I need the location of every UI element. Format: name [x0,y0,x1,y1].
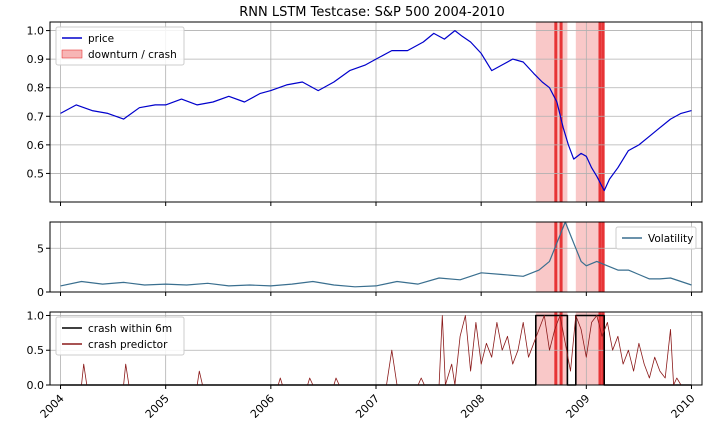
legend-label: crash within 6m [88,323,172,335]
crash-marker [559,22,563,202]
crash-marker [554,22,558,202]
y-tick-label: 0 [37,286,44,299]
crash-marker [559,312,563,385]
plot-frame [49,21,703,203]
crash-marker [598,312,602,385]
legend-swatch [61,49,83,59]
y-tick-label: 0.7 [27,110,45,123]
downturn-shade [535,312,568,385]
legend-box [55,316,185,356]
legend-label: price [88,33,114,45]
series-line-volatility [60,221,692,288]
legend-label: downturn / crash [88,49,177,61]
price-panel: 0.5 0.6 0.7 0.8 0.9 1.0 price downturn / crash [27,21,703,206]
series-line-price [60,30,692,192]
volatility-panel: 0 5 Volatility [37,221,703,299]
crash-marker [559,222,563,292]
y-tick-label: 0.5 [27,344,45,357]
chart-title: RNN LSTM Testcase: S&P 500 2004-2010 [239,5,505,20]
y-tick-label: 1.0 [27,309,45,322]
legend-label: crash predictor [88,339,168,351]
y-tick-label: 0.6 [27,139,45,152]
crash-marker [598,22,602,202]
y-tick-label: 1.0 [27,25,45,38]
crash-marker [601,312,605,385]
crash-marker [601,222,605,292]
legend: price downturn / crash [55,26,185,66]
y-tick-label: 0.0 [27,379,45,392]
legend-box [615,226,697,250]
legend: Volatility [615,226,697,250]
y-tick-label: 0.5 [27,167,45,180]
plot-frame [49,311,703,386]
legend-label: Volatility [648,233,693,245]
plot-frame [49,221,703,293]
downturn-shade [535,22,568,202]
y-tick-label: 5 [37,242,44,255]
legend-box [55,26,185,66]
y-tick-label: 0.8 [27,82,45,95]
crash-marker [601,22,605,202]
crash-marker [554,312,558,385]
y-tick-label: 0.9 [27,53,45,66]
crash-marker [554,222,558,292]
crash-marker [598,222,602,292]
legend: crash within 6m crash predictor [55,316,185,356]
